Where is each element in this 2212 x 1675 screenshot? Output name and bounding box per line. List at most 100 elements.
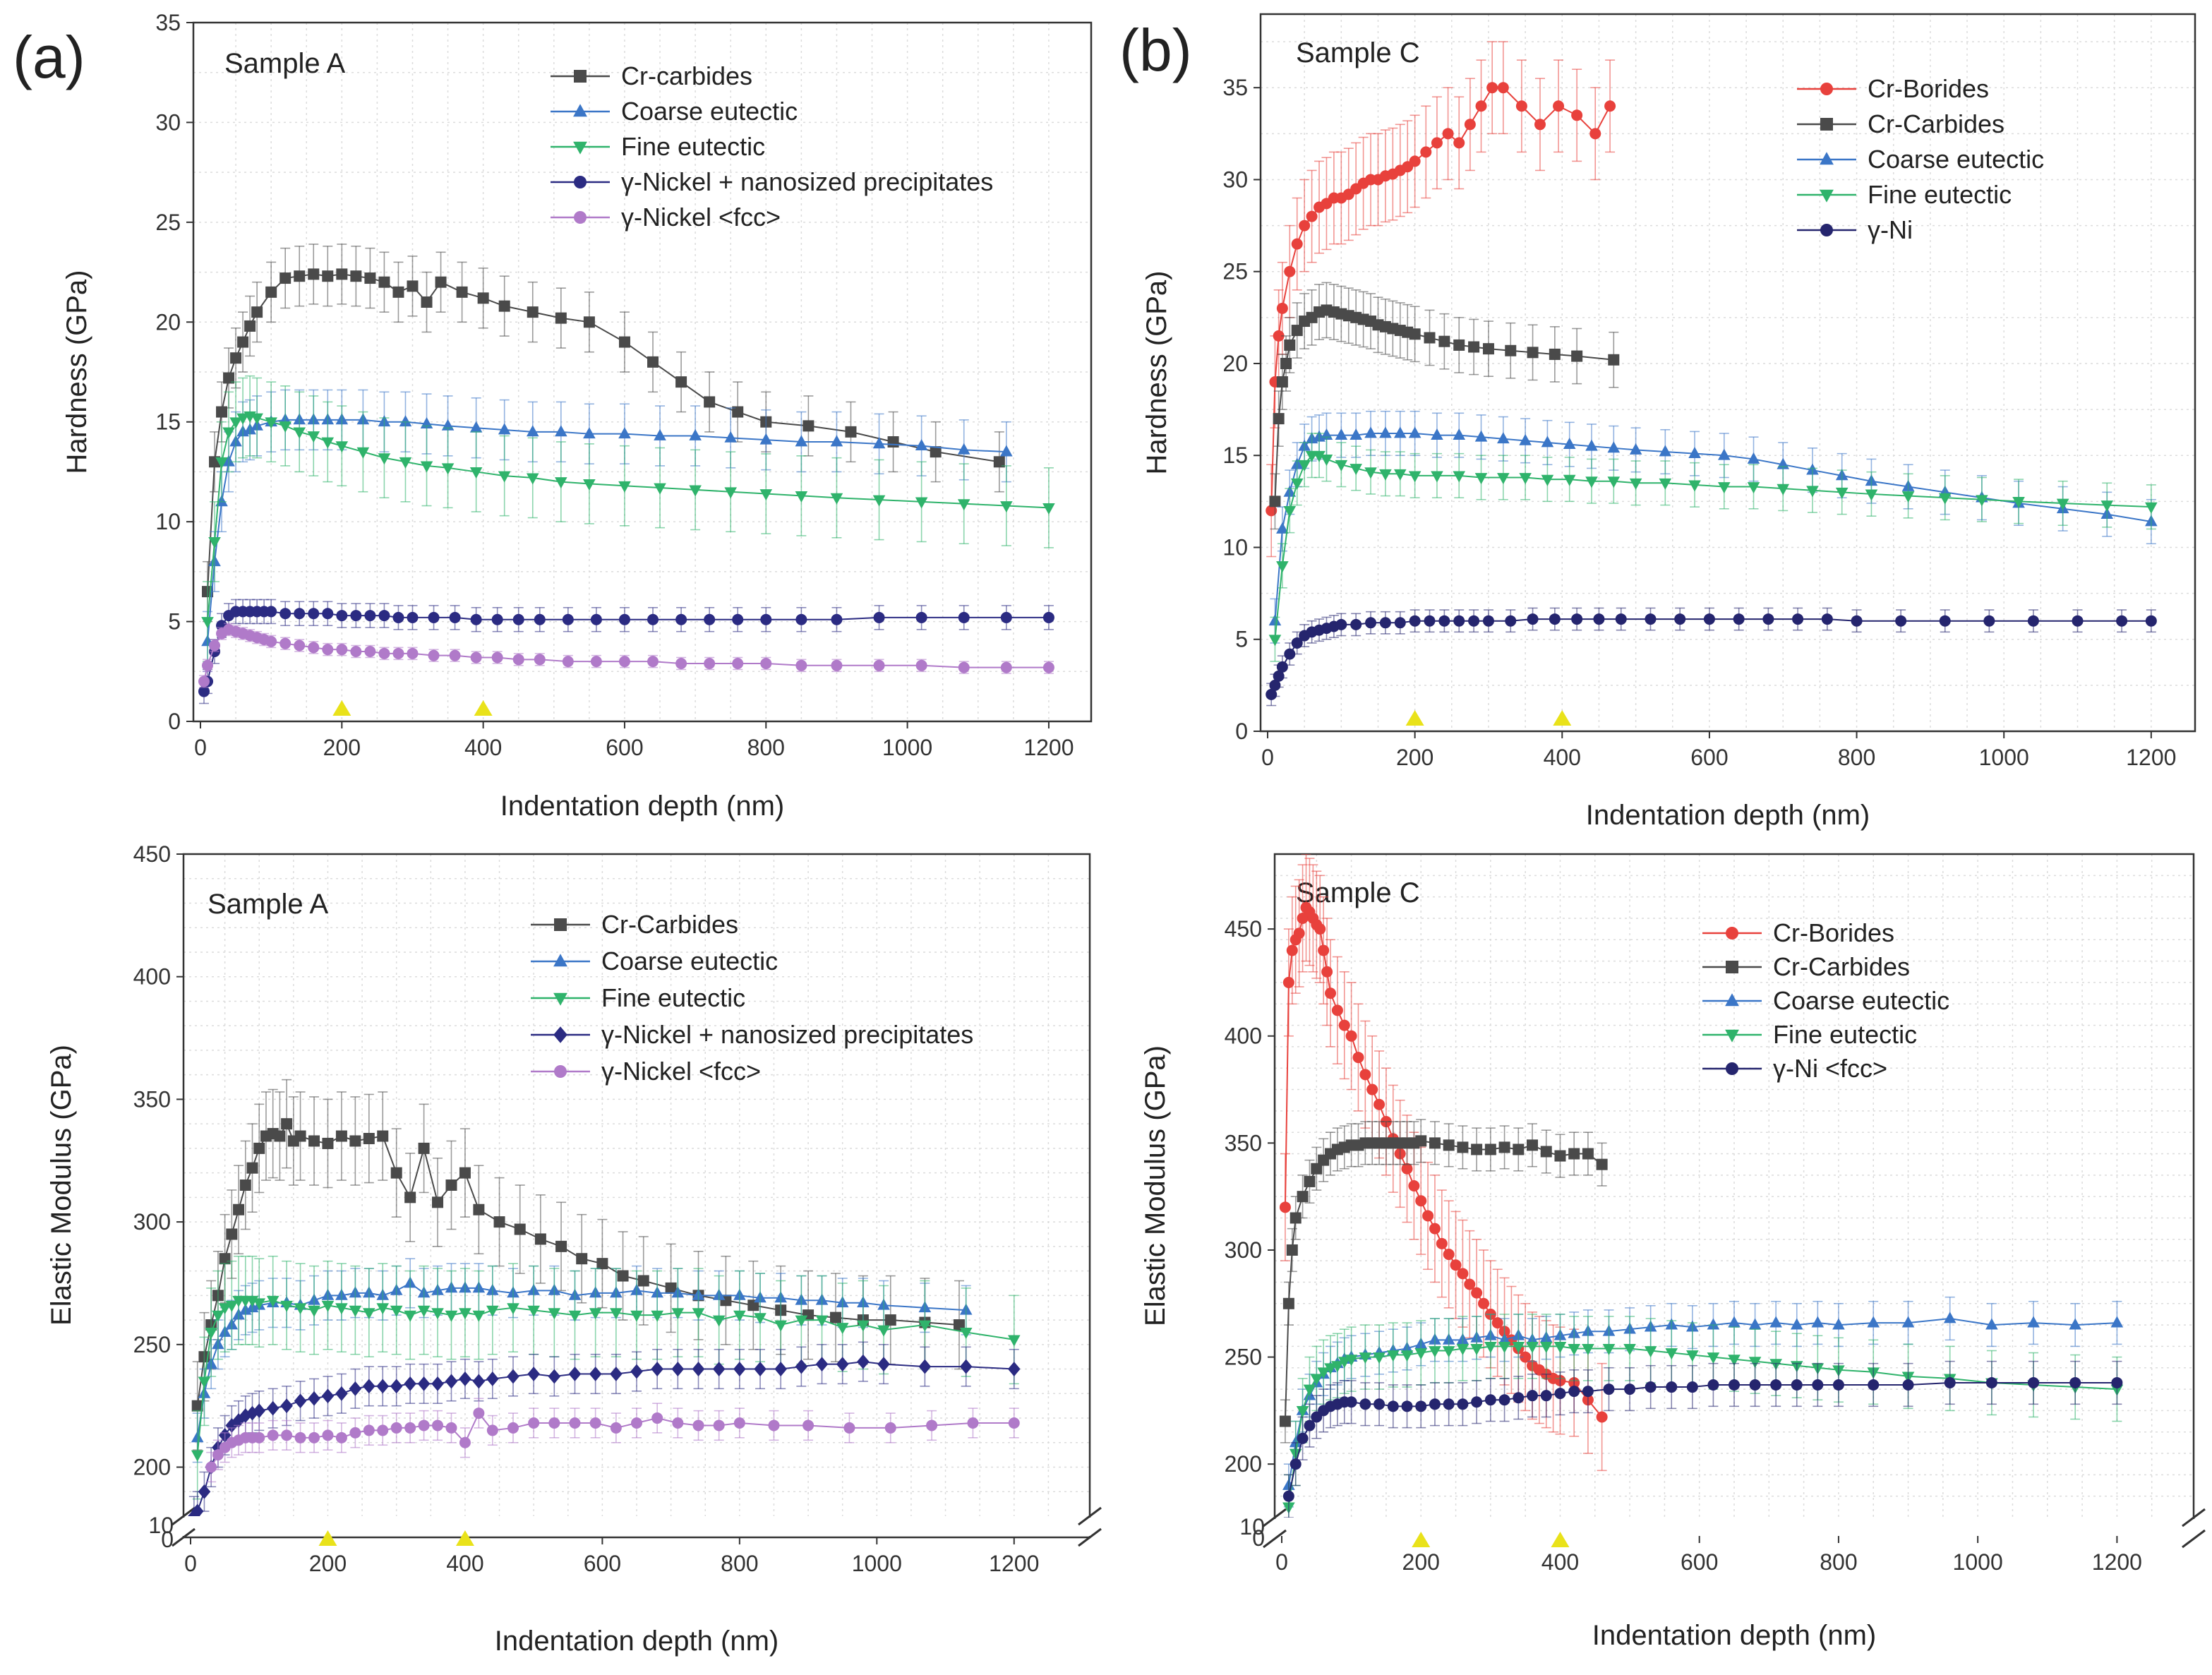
data-point — [294, 608, 306, 620]
legend-label: Cr-carbides — [621, 61, 752, 90]
data-point — [1364, 426, 1377, 438]
data-point — [887, 436, 899, 448]
data-point — [1273, 413, 1285, 425]
data-point — [671, 1362, 685, 1376]
data-point — [1484, 1143, 1496, 1155]
data-point — [774, 1362, 787, 1376]
data-point — [449, 611, 461, 623]
data-point — [1585, 476, 1598, 488]
data-point — [1629, 443, 1642, 455]
data-point — [1729, 1379, 1740, 1391]
data-point — [493, 1216, 505, 1228]
data-point — [378, 610, 390, 622]
data-point — [1324, 1363, 1337, 1375]
data-point — [1282, 976, 1294, 988]
y-tick-label: 300 — [133, 1209, 171, 1235]
data-point — [1563, 474, 1576, 486]
data-point — [349, 1381, 362, 1396]
data-point — [568, 1367, 582, 1381]
data-point — [251, 413, 263, 425]
data-point — [1513, 1392, 1525, 1404]
data-point — [281, 1429, 293, 1441]
y-tick-label: 350 — [133, 1086, 171, 1112]
data-point — [1359, 1352, 1372, 1364]
data-point — [1497, 82, 1509, 94]
data-point — [198, 676, 210, 688]
data-point — [265, 286, 277, 298]
data-point — [1728, 1316, 1741, 1328]
data-point — [1345, 1355, 1358, 1367]
data-point — [732, 406, 744, 418]
y-break-tick-label: 0 — [1252, 1525, 1265, 1551]
data-point — [1747, 482, 1760, 494]
data-point — [1811, 1316, 1825, 1328]
legend-label: Cr-Carbides — [601, 910, 738, 939]
legend-marker — [574, 176, 587, 188]
data-point — [1486, 82, 1498, 94]
data-point — [266, 1400, 279, 1416]
data-point — [1659, 445, 1672, 457]
legend-marker — [573, 141, 587, 155]
data-point — [548, 1417, 560, 1429]
data-point — [527, 306, 539, 318]
data-point — [1284, 339, 1296, 351]
data-point — [223, 372, 235, 384]
data-point — [201, 617, 214, 629]
data-point — [336, 268, 348, 280]
data-point — [1393, 469, 1407, 481]
data-point — [1791, 1379, 1803, 1391]
data-point — [1291, 637, 1303, 649]
data-point — [654, 428, 666, 440]
data-point — [534, 654, 546, 666]
y-tick-label: 300 — [1225, 1237, 1262, 1263]
data-point — [555, 425, 567, 437]
data-point — [759, 489, 773, 501]
data-point — [349, 1135, 361, 1147]
data-point — [1865, 489, 1878, 501]
data-point — [1431, 428, 1443, 440]
data-point — [377, 1424, 389, 1436]
data-point — [486, 1305, 499, 1317]
data-point — [1310, 1374, 1323, 1386]
y-break-tick-label: 10 — [1239, 1514, 1265, 1539]
data-point — [1350, 464, 1362, 476]
data-point — [2027, 615, 2039, 627]
data-point — [1539, 1342, 1553, 1354]
data-point — [364, 610, 376, 622]
data-point — [967, 1417, 979, 1429]
depth-marker-icon — [455, 1530, 474, 1546]
data-point — [1902, 1379, 1914, 1391]
data-point — [1703, 613, 1715, 625]
data-point — [399, 457, 412, 469]
data-point — [1792, 613, 1804, 625]
data-point — [1438, 615, 1450, 627]
data-point — [877, 1357, 890, 1372]
data-point — [1477, 1297, 1489, 1309]
data-point — [431, 1308, 444, 1320]
data-point — [364, 272, 376, 284]
data-point — [1365, 617, 1377, 629]
data-point — [724, 487, 737, 499]
data-point — [1453, 339, 1465, 351]
data-point — [618, 481, 631, 493]
data-point — [428, 611, 440, 623]
data-point — [692, 1362, 705, 1376]
data-point — [1042, 661, 1054, 673]
data-point — [926, 1419, 938, 1431]
data-point — [1868, 1379, 1880, 1391]
data-point — [1527, 1390, 1539, 1402]
data-point — [528, 1417, 540, 1429]
data-point — [1313, 450, 1326, 462]
data-point — [209, 640, 221, 652]
data-point — [498, 471, 511, 483]
data-point — [1615, 613, 1627, 625]
data-point — [836, 1323, 849, 1335]
data-point — [675, 613, 687, 625]
data-point — [1282, 1297, 1294, 1309]
data-point — [884, 1314, 896, 1326]
data-point — [1279, 1201, 1291, 1213]
data-point — [281, 1118, 293, 1130]
data-point — [308, 1391, 320, 1406]
legend-label: Cr-Borides — [1773, 918, 1894, 947]
